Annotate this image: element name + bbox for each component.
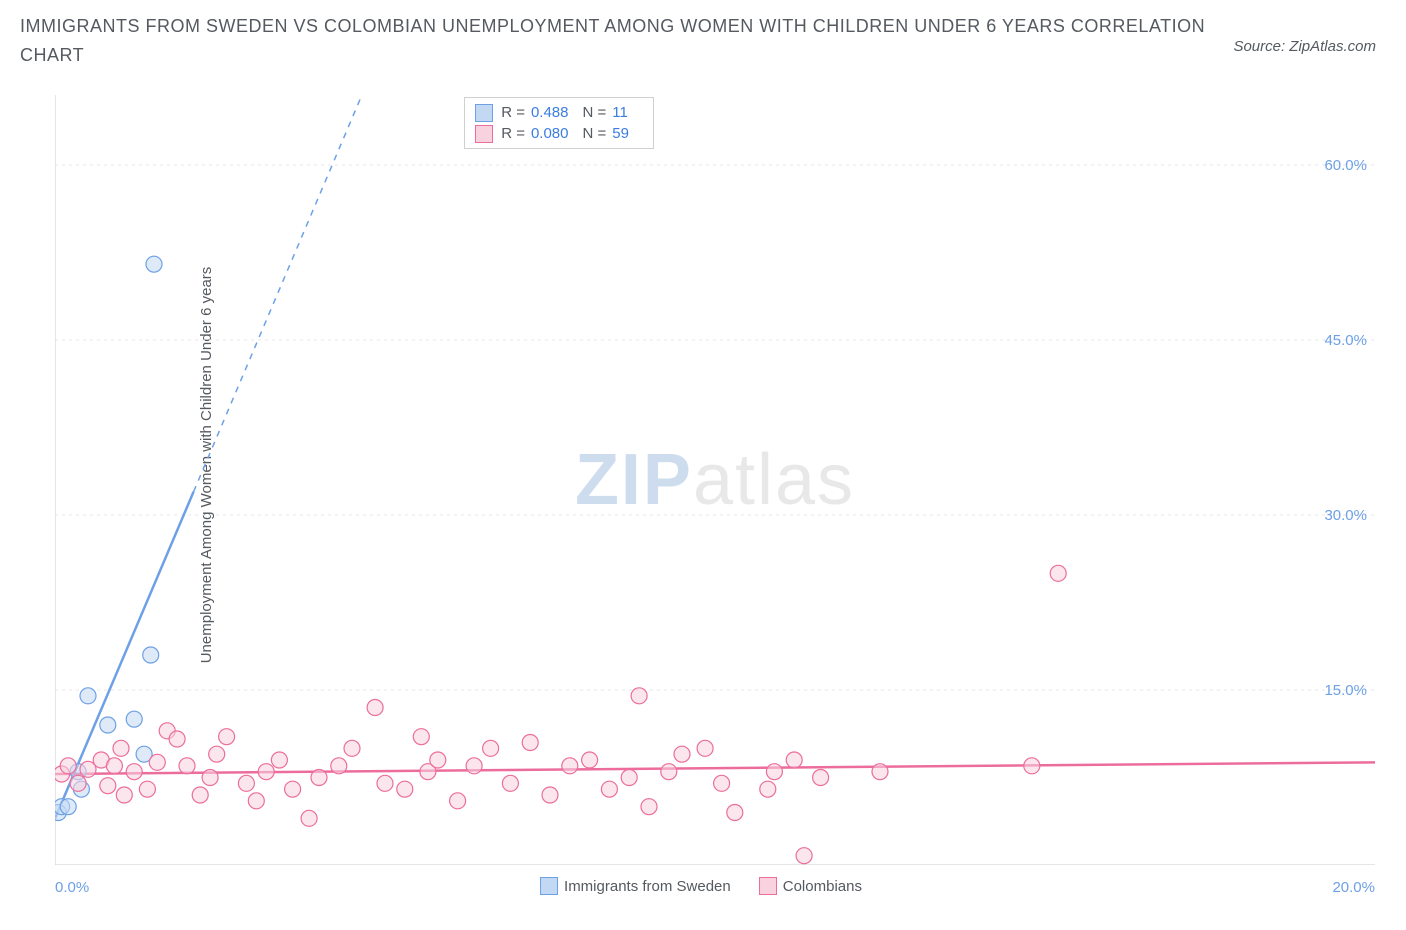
scatter-plot-svg: 15.0% 30.0% 45.0% 60.0% (55, 95, 1375, 865)
legend-label: Colombians (783, 878, 862, 895)
x-axis-tick-min: 0.0% (55, 879, 89, 896)
svg-text:15.0%: 15.0% (1324, 682, 1367, 699)
series-legend: Immigrants from Sweden Colombians (540, 877, 890, 895)
page-title: IMMIGRANTS FROM SWEDEN VS COLOMBIAN UNEM… (20, 12, 1206, 70)
x-axis-tick-max: 20.0% (1332, 879, 1375, 896)
chart-area: ZIPatlas 15.0%30.0%45.0%60.0% 0.0%20.0%R… (55, 95, 1375, 865)
legend-swatch (475, 125, 493, 143)
svg-text:60.0%: 60.0% (1324, 157, 1367, 174)
svg-text:30.0%: 30.0% (1324, 507, 1367, 524)
legend-swatch (540, 877, 558, 895)
legend-swatch (759, 877, 777, 895)
source-label: Source: ZipAtlas.com (1233, 38, 1376, 55)
svg-text:45.0%: 45.0% (1324, 332, 1367, 349)
legend-swatch (475, 104, 493, 122)
legend-label: Immigrants from Sweden (564, 878, 731, 895)
correlation-legend: R =0.488N =11R =0.080N =59 (464, 97, 654, 149)
